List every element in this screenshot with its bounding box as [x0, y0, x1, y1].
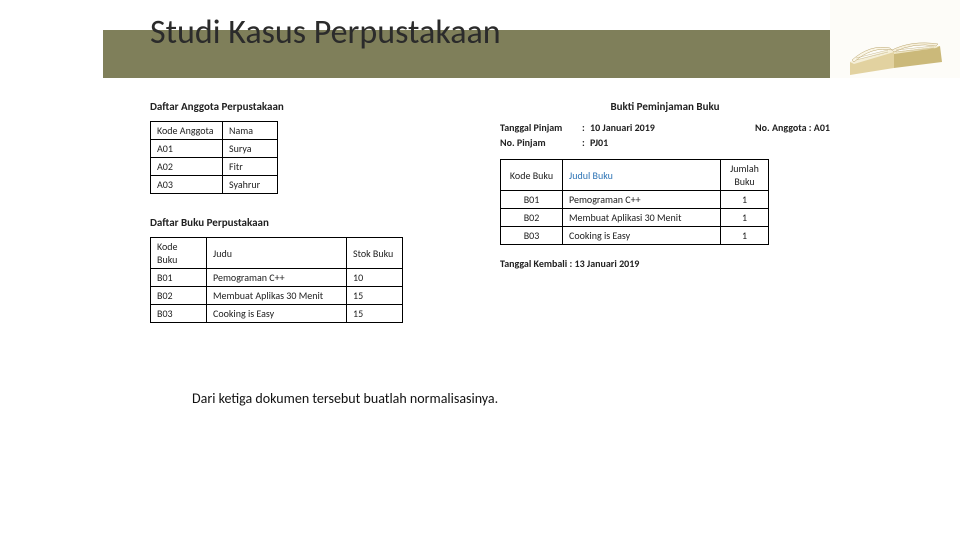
col-header: Stok Buku	[347, 238, 403, 269]
table-row: B02Membuat Aplikas 30 Menit15	[151, 287, 403, 305]
col-header: Judu	[207, 238, 347, 269]
table-row: A02Fitr	[151, 158, 278, 176]
col-header: Kode Anggota	[151, 122, 223, 140]
buku-title: Daftar Buku Perpustakaan	[150, 216, 470, 229]
col-header: Kode Buku	[151, 238, 207, 269]
col-header: Jumlah Buku	[721, 160, 769, 191]
meta-label: No. Pinjam	[500, 136, 582, 149]
meta-label: Tanggal Pinjam	[500, 121, 582, 134]
table-row: B01Pemograman C++1	[501, 191, 769, 209]
anggota-table: Kode Anggota Nama A01Surya A02Fitr A03Sy…	[150, 121, 278, 194]
table-row: B03Cooking is Easy15	[151, 305, 403, 323]
left-column: Daftar Anggota Perpustakaan Kode Anggota…	[150, 100, 470, 323]
right-column: Bukti Peminjaman Buku Tanggal Pinjam : 1…	[500, 100, 830, 270]
footer-note: Dari ketiga dokumen tersebut buatlah nor…	[192, 390, 498, 407]
receipt-title: Bukti Peminjaman Buku	[500, 100, 830, 113]
table-header-row: Kode Buku Judu Stok Buku	[151, 238, 403, 269]
meta-row: No. Pinjam : PJ01	[500, 136, 830, 149]
meta-value: PJ01	[590, 136, 608, 149]
table-row: A03Syahrur	[151, 176, 278, 194]
buku-table: Kode Buku Judu Stok Buku B01Pemograman C…	[150, 237, 403, 323]
slide-title: Studi Kasus Perpustakaan	[150, 12, 501, 53]
col-header: Judul Buku	[563, 160, 721, 191]
anggota-title: Daftar Anggota Perpustakaan	[150, 100, 470, 113]
table-header-row: Kode Buku Judul Buku Jumlah Buku	[501, 160, 769, 191]
pinjam-table: Kode Buku Judul Buku Jumlah Buku B01Pemo…	[500, 159, 769, 245]
tanggal-kembali: Tanggal Kembali : 13 Januari 2019	[500, 257, 830, 270]
meta-value: 10 Januari 2019	[590, 121, 655, 134]
table-row: B01Pemograman C++10	[151, 269, 403, 287]
book-image	[830, 0, 960, 78]
table-row: A01Surya	[151, 140, 278, 158]
meta-anggota: No. Anggota : A01	[755, 121, 830, 134]
col-header: Nama	[223, 122, 278, 140]
table-header-row: Kode Anggota Nama	[151, 122, 278, 140]
col-header: Kode Buku	[501, 160, 563, 191]
table-row: B03Cooking is Easy1	[501, 227, 769, 245]
table-row: B02Membuat Aplikasi 30 Menit1	[501, 209, 769, 227]
